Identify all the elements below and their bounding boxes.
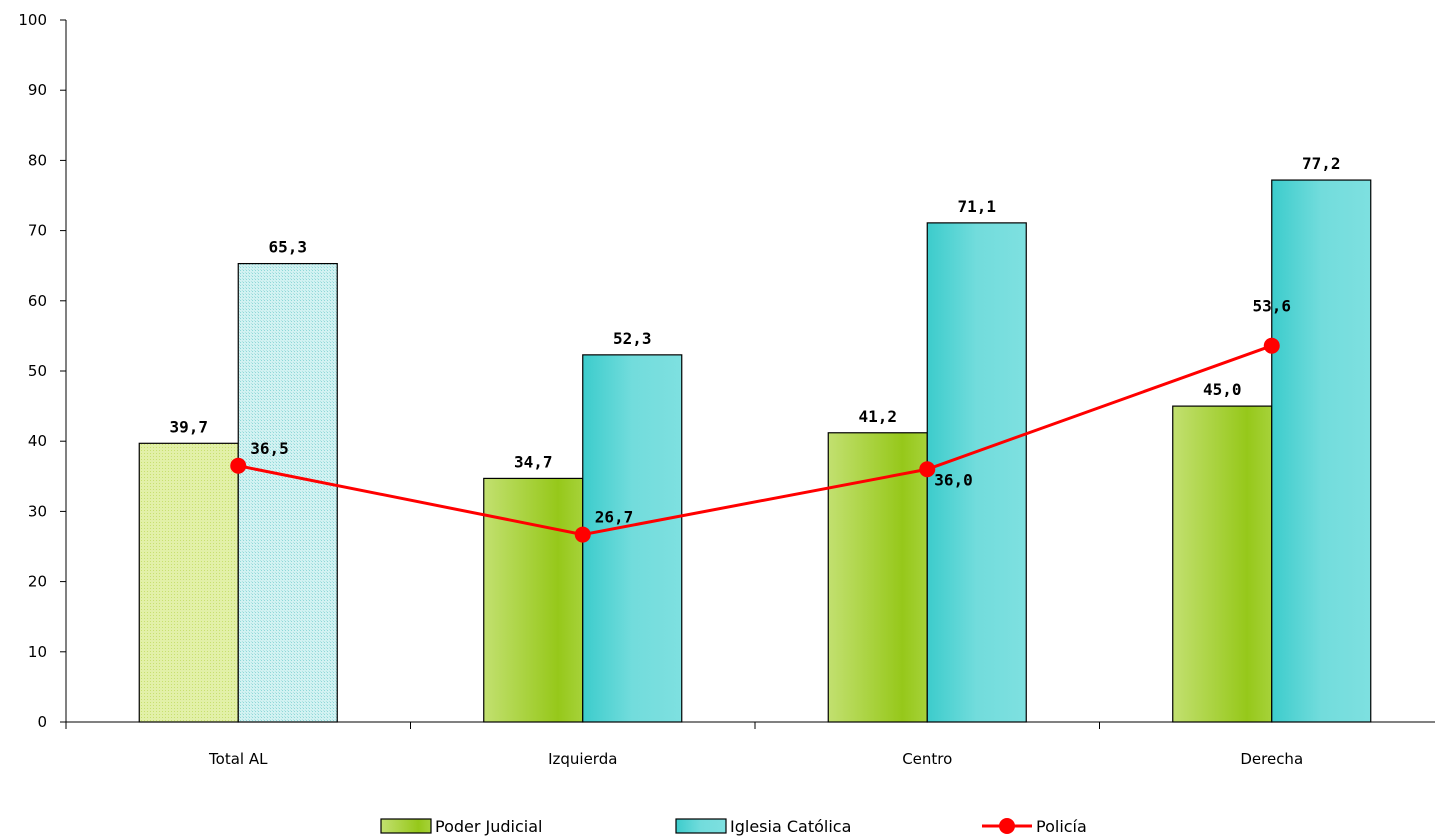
x-tick-label: Derecha [1240,750,1303,768]
bar-data-label: 71,1 [957,197,996,216]
bar-data-label: 34,7 [514,452,553,471]
y-tick-label: 30 [28,502,47,520]
bar-data-label: 45,0 [1203,380,1242,399]
line-point [919,461,936,478]
y-tick-label: 70 [28,222,47,240]
legend-label: Poder Judicial [435,817,542,836]
y-tick-label: 10 [28,643,47,661]
bar-poder-judicial [138,442,239,723]
legend-swatch [675,818,727,834]
y-tick-label: 40 [28,432,47,450]
bar-iglesia-catolica [926,222,1027,723]
bar-poder-judicial [483,477,584,723]
line-policia [237,344,1273,537]
axes: 0 10 20 30 40 50 60 70 80 90 100 Total AL Izquierda C… [18,11,1435,768]
y-tick-label: 90 [28,81,47,99]
bars [138,179,1372,723]
bar-data-label: 39,7 [169,417,208,436]
legend-item-poder-judicial: Poder Judicial [380,817,542,836]
line-data-label: 26,7 [595,508,634,527]
legend-item-iglesia-catolica: Iglesia Católica [675,817,851,836]
bar-data-label: 65,3 [268,238,307,257]
y-tick-label: 0 [37,713,47,731]
y-tick-label: 20 [28,573,47,591]
bar-data-label: 52,3 [613,329,652,348]
bar-data-label: 77,2 [1302,154,1341,173]
y-tick-label: 100 [18,11,47,29]
line-point [1263,337,1280,354]
y-tick-label: 50 [28,362,47,380]
legend-marker [999,818,1015,834]
bar-iglesia-catolica [1271,179,1372,723]
data-labels: 39,7 65,3 34,7 52,3 41,2 71,1 45,0 77,2 36,5 26,7… [169,154,1340,527]
y-tick-label: 60 [28,292,47,310]
bar-poder-judicial [827,432,928,723]
y-tick-label: 80 [28,151,47,169]
x-tick-label: Izquierda [548,750,617,768]
line-series [230,337,1280,543]
x-tick-label: Total AL [208,750,268,768]
legend: Poder Judicial Iglesia Católica Policía [380,817,1087,836]
legend-label: Iglesia Católica [730,817,851,836]
bar-iglesia-catolica [582,354,683,723]
bar-poder-judicial [1172,405,1273,723]
legend-item-policia: Policía [982,817,1087,836]
legend-swatch [380,818,432,834]
x-tick-label: Centro [902,750,952,768]
line-data-label: 36,5 [250,439,289,458]
line-data-label: 53,6 [1252,297,1291,316]
line-point [574,526,591,543]
line-point [230,457,247,474]
bar-data-label: 41,2 [858,407,897,426]
bar-iglesia-catolica [237,262,338,723]
legend-label: Policía [1036,817,1087,836]
line-data-label: 36,0 [934,470,973,489]
